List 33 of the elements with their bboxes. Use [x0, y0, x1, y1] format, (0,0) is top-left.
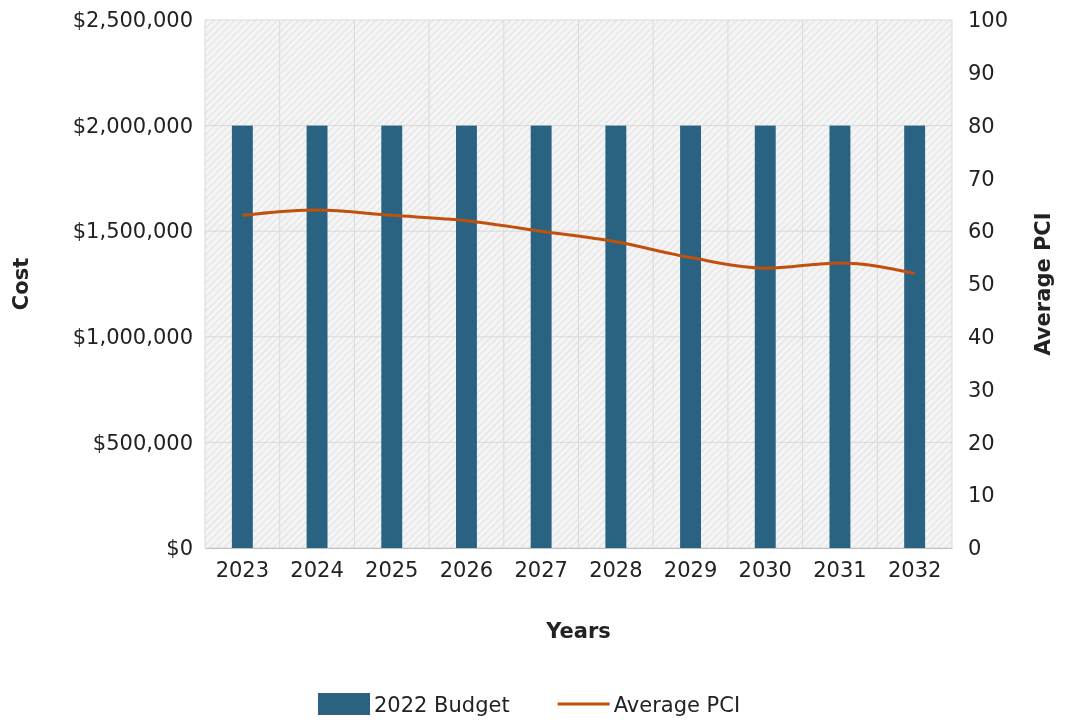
x-tick-label: 2026	[439, 557, 494, 582]
y2-tick-label: 40	[968, 325, 995, 350]
legend-label: 2022 Budget	[374, 693, 510, 717]
y2-tick-label: 20	[968, 430, 995, 455]
y2-tick-label: 100	[968, 8, 1009, 33]
y2-tick-label: 80	[968, 113, 995, 138]
line-series	[240, 208, 917, 275]
y2-tick-label: 30	[968, 377, 995, 402]
y-tick-label: $1,500,000	[72, 219, 193, 244]
y2-tick-label: 10	[968, 483, 995, 508]
y2-tick-label: 50	[968, 272, 995, 297]
x-tick-label: 2023	[215, 557, 270, 582]
x-tick-label: 2027	[514, 557, 568, 582]
y-axis-title: Cost	[9, 257, 33, 311]
x-tick-label: 2030	[738, 557, 792, 582]
x-tick-label: 2032	[887, 557, 942, 582]
y2-tick-label: 60	[968, 219, 995, 244]
x-tick-label: 2031	[813, 557, 867, 582]
y2-tick-label: 0	[968, 536, 982, 561]
y-tick-label: $0	[166, 536, 193, 561]
x-tick-label: 2029	[663, 557, 718, 582]
y-tick-label: $1,000,000	[72, 325, 193, 350]
y2-axis-title: Average PCI	[1031, 212, 1055, 356]
y-tick-label: $2,000,000	[72, 113, 193, 138]
x-axis-title: Years	[545, 619, 611, 643]
y-tick-label: $2,500,000	[72, 8, 193, 33]
x-tick-label: 2028	[589, 557, 643, 582]
y-tick-label: $500,000	[92, 430, 193, 455]
legend-label: Average PCI	[613, 693, 741, 717]
x-tick-label: 2024	[290, 557, 344, 582]
x-tick-label: 2025	[365, 557, 419, 582]
y2-tick-label: 90	[968, 61, 995, 86]
y2-tick-label: 70	[968, 166, 995, 191]
